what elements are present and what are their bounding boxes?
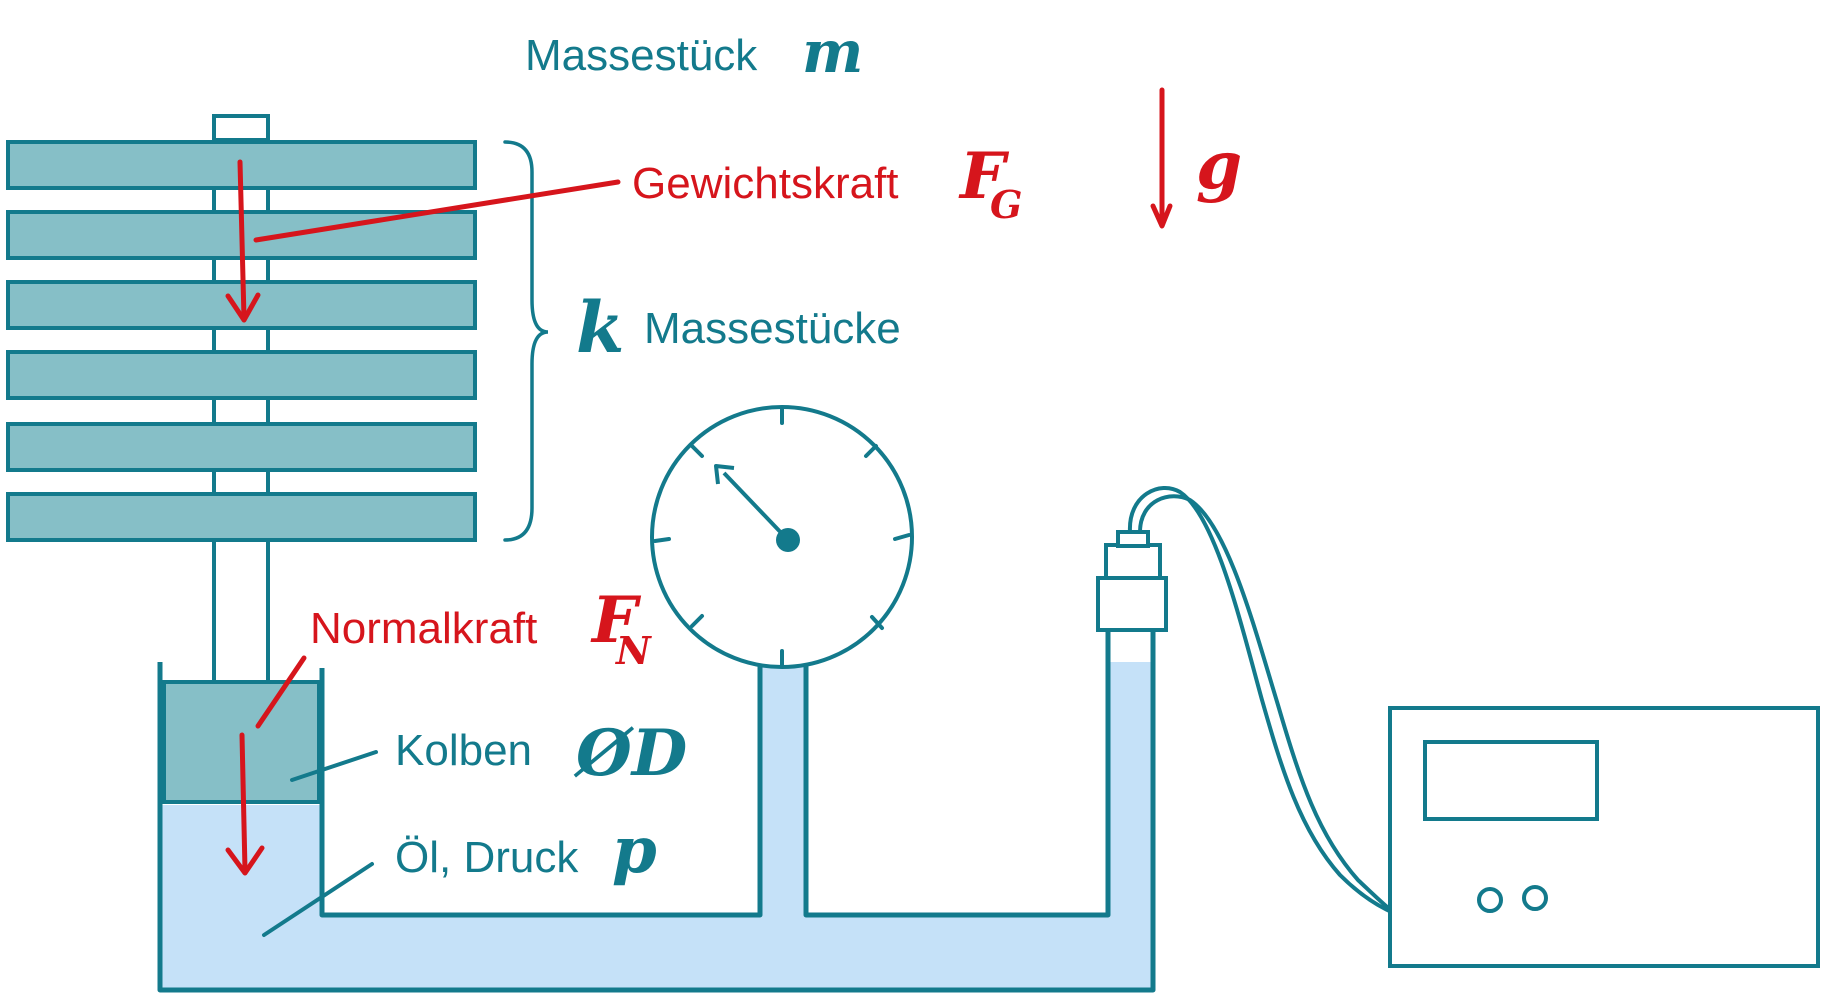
weight-force-arrow xyxy=(237,159,247,321)
normal-force-symbol: F xyxy=(590,583,642,658)
oil-container-outline xyxy=(157,625,1156,993)
gauge-hub xyxy=(776,528,800,552)
oil-leader xyxy=(262,862,374,937)
weight-force-leader xyxy=(253,179,621,243)
device-display xyxy=(1423,740,1599,821)
pressure-gauge-icon xyxy=(650,405,914,669)
piston-leader xyxy=(290,750,378,782)
normal-force-arrowhead xyxy=(225,845,265,876)
leader-lines xyxy=(262,750,378,937)
piston-label: Kolben xyxy=(395,726,532,775)
mass-pieces-count-symbol: k xyxy=(576,286,625,369)
normal-force-subscript: N xyxy=(615,628,652,673)
gauge-needle-tip xyxy=(714,464,735,485)
piston-diameter-symbol: ØD xyxy=(573,716,688,791)
normal-force-leader xyxy=(255,655,307,729)
normal-force-arrow xyxy=(239,732,248,873)
mass-pieces-brace xyxy=(503,140,549,542)
weight-force-arrowhead xyxy=(225,292,261,323)
pressure-symbol: p xyxy=(612,813,657,888)
mass-plate-5 xyxy=(6,422,477,472)
measuring-device-icon xyxy=(1388,706,1820,968)
mass-plate-4 xyxy=(6,350,477,400)
mass-plate-6 xyxy=(6,492,477,542)
gravity-arrowhead xyxy=(1150,203,1173,229)
pressure-sensor-icon xyxy=(1096,530,1168,632)
gravity-symbol: g xyxy=(1196,126,1242,204)
force-annotations xyxy=(225,87,1173,876)
mass-piece-label: Massestück xyxy=(525,31,758,80)
normal-force-label: Normalkraft xyxy=(310,604,537,653)
weight-force-subscript: G xyxy=(990,182,1022,227)
mass-piece-symbol: m xyxy=(802,18,863,86)
oil-fill xyxy=(160,662,1153,990)
mass-pieces-label: Massestücke xyxy=(644,304,901,353)
oil-system xyxy=(157,625,1156,993)
device-terminal-1 xyxy=(1477,887,1503,913)
device-terminal-2 xyxy=(1522,885,1548,911)
weight-force-symbol: F xyxy=(958,139,1010,214)
weight-force-label: Gewichtskraft xyxy=(632,159,899,208)
oil-pressure-label: Öl, Druck xyxy=(395,833,579,882)
gauge-needle xyxy=(722,471,790,542)
